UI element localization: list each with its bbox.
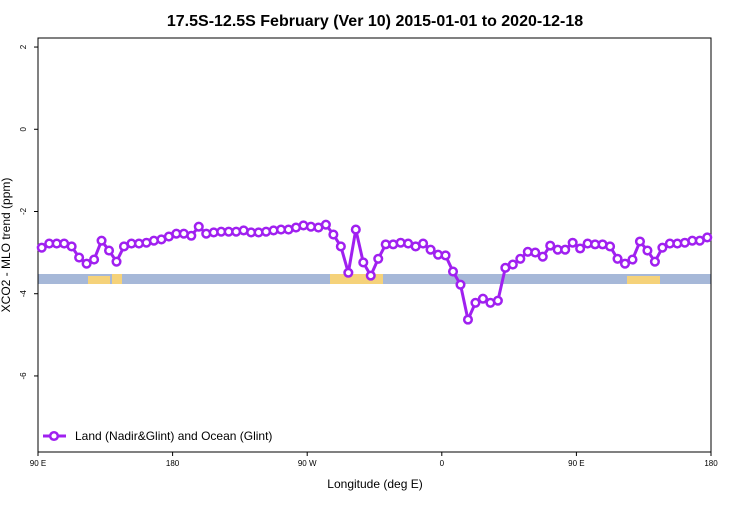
data-point [36,242,47,253]
y-tick-label: 0 [19,126,28,131]
data-point [186,230,197,241]
y-tick-label: -6 [19,372,28,380]
data-point [530,247,541,258]
data-point [605,241,616,252]
data-point [455,279,466,290]
data-point [103,245,115,256]
y-tick-label: 2 [19,44,28,49]
data-point [619,258,631,269]
data-point [350,224,361,235]
data-point [560,244,571,255]
data-point [358,257,369,268]
data-point [89,254,100,265]
data-point [515,253,526,264]
data-point [66,241,77,252]
data-point [328,229,339,240]
data-point [477,293,488,304]
data-point [425,244,436,255]
data-point [74,252,85,263]
data-point [418,238,429,249]
data-point [612,253,623,264]
data-point [537,251,548,262]
data-point [447,266,459,277]
data-point [575,243,586,254]
data-point [365,270,376,281]
data-point [634,236,646,247]
data-point [373,253,384,264]
x-tick-label: 180 [166,459,180,468]
data-point [440,250,451,261]
legend-label: Land (Nadir&Glint) and Ocean (Glint) [75,429,272,443]
x-tick-label: 90 E [30,459,46,468]
data-point [335,241,346,252]
land-patch [88,276,110,284]
data-point [507,259,518,270]
land-patch [627,276,660,284]
chart-title: 17.5S-12.5S February (Ver 10) 2015-01-01… [167,13,583,30]
x-tick-label: 90 E [568,459,584,468]
land-patch [112,274,122,284]
land-patch [330,274,383,284]
data-point [649,256,660,267]
data-point [462,314,474,325]
data-point [193,221,204,232]
data-point [627,254,638,265]
data-point [111,256,122,267]
data-point [657,242,668,253]
data-point [320,219,331,230]
y-tick-label: -2 [19,207,28,215]
data-point [343,267,354,278]
x-tick-label: 0 [440,459,445,468]
data-point [81,258,92,269]
data-point [96,235,107,246]
data-point [492,295,503,306]
y-tick-label: -4 [19,290,28,298]
data-point [545,240,556,251]
data-point [642,245,653,256]
x-axis-label: Longitude (deg E) [327,477,422,491]
data-point [702,232,713,243]
data-point [470,297,481,308]
y-axis-label: XCO2 - MLO trend (ppm) [0,178,13,313]
x-tick-label: 90 W [298,459,317,468]
legend-marker [48,430,60,442]
x-tick-label: 180 [704,459,718,468]
data-point [567,237,578,248]
